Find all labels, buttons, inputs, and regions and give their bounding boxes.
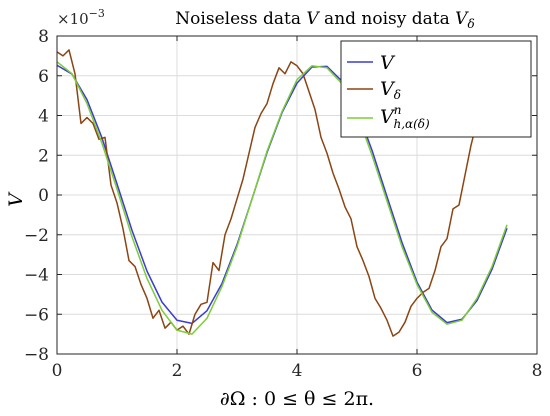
- series-layer: [56, 49, 508, 337]
- y-tick-label-0: −8: [24, 345, 49, 365]
- y-tick-label-8: 8: [38, 27, 49, 47]
- y-tick-label-5: 2: [38, 146, 49, 166]
- legend-label-v: V: [380, 52, 396, 74]
- y-tick-label-4: 0: [38, 186, 49, 206]
- chart-title: Noiseless data V and noisy data Vδ: [175, 9, 474, 31]
- legend-label-vdelta: Vδ: [380, 78, 401, 102]
- y-tick-label-1: −6: [24, 305, 49, 325]
- x-axis-label: ∂Ω : 0 ≤ θ ≤ 2π.: [220, 388, 374, 410]
- ticks: [56, 35, 538, 355]
- x-tick-label-4: 8: [532, 361, 543, 381]
- series-vnh-line: [56, 61, 508, 335]
- x-tick-label-0: 0: [52, 361, 63, 381]
- x-tick-label-2: 4: [292, 361, 303, 381]
- legend: V Vδ Vn h,α(δ): [340, 40, 532, 138]
- y-tick-label-2: −4: [24, 266, 49, 286]
- legend-label-vnh: Vn h,α(δ): [380, 103, 430, 131]
- y-multiplier: ×10−3: [57, 7, 105, 28]
- series-vdelta-line: [56, 49, 508, 337]
- y-tick-label-7: 6: [38, 67, 49, 87]
- y-tick-label-3: −2: [24, 226, 49, 246]
- x-tick-label-1: 2: [172, 361, 183, 381]
- y-axis-label: V: [5, 191, 27, 207]
- tick-labels: 0 2 4 6 8 −8 −6 −4 −2 0 2 4 6 8: [24, 27, 542, 381]
- x-tick-label-3: 6: [412, 361, 423, 381]
- y-tick-label-6: 4: [38, 107, 49, 127]
